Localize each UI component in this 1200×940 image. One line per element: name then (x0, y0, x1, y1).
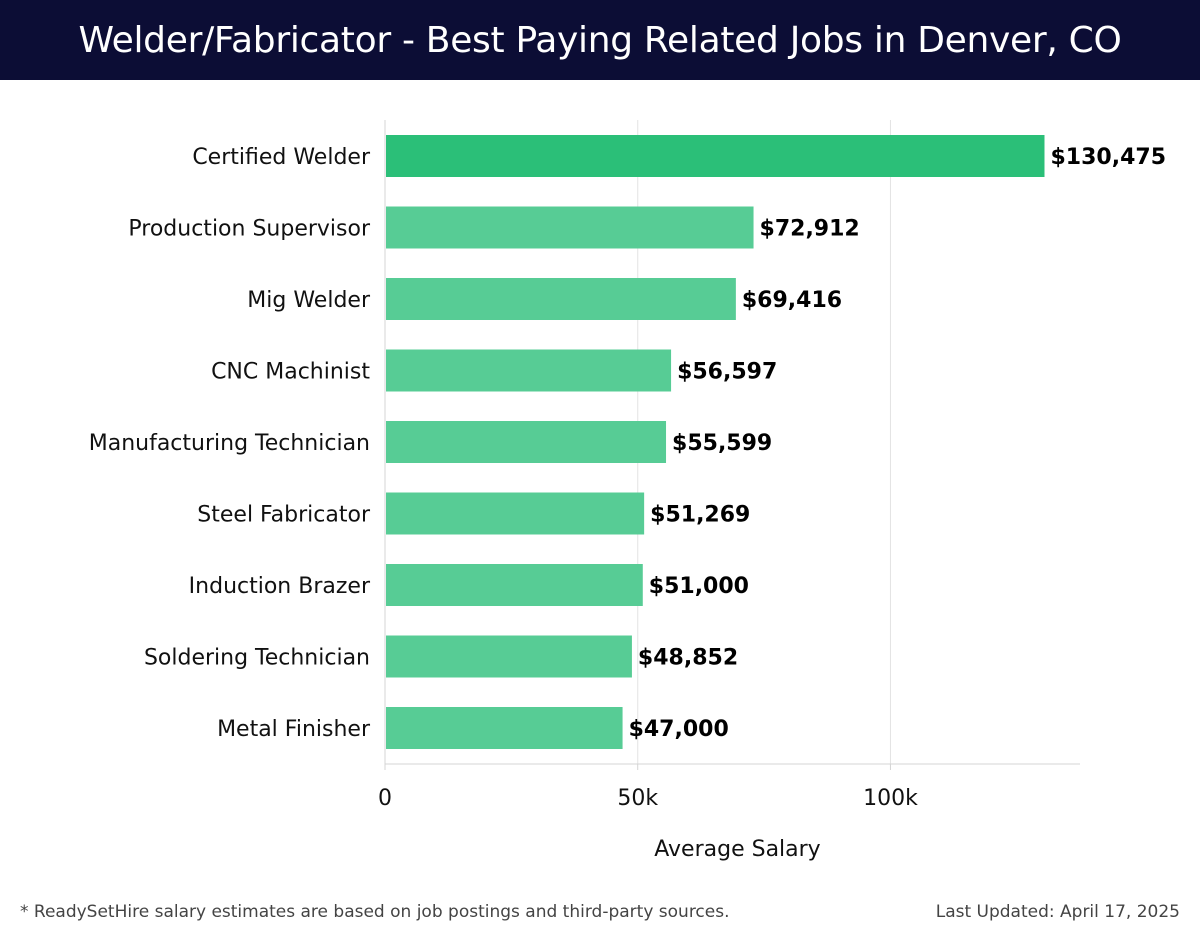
category-label: CNC Machinist (211, 360, 370, 385)
x-tick-label: 100k (863, 786, 918, 811)
data-label: $47,000 (629, 717, 729, 742)
category-label: Mig Welder (247, 288, 371, 313)
category-label: Induction Brazer (189, 574, 371, 599)
last-updated: Last Updated: April 17, 2025 (935, 902, 1180, 922)
category-label: Certified Welder (192, 145, 371, 170)
x-tick-label: 50k (617, 786, 658, 811)
bar (386, 135, 1045, 177)
data-label: $55,599 (672, 431, 772, 456)
footer-note: * ReadySetHire salary estimates are base… (20, 902, 730, 922)
category-label: Metal Finisher (217, 717, 371, 742)
bar (386, 278, 736, 320)
data-label: $51,269 (650, 503, 750, 528)
bar (386, 564, 643, 606)
page-title: Welder/Fabricator - Best Paying Related … (78, 19, 1122, 61)
category-label: Steel Fabricator (197, 503, 371, 528)
bar (386, 492, 645, 535)
data-label: $48,852 (638, 646, 738, 671)
data-label: $56,597 (677, 360, 777, 385)
data-label: $72,912 (760, 217, 860, 242)
data-label: $51,000 (649, 574, 749, 599)
category-label: Manufacturing Technician (89, 431, 370, 456)
category-label: Soldering Technician (144, 646, 370, 671)
bar (386, 349, 672, 392)
x-tick-label: 0 (378, 786, 392, 811)
data-label: $69,416 (742, 288, 842, 313)
bar-chart: 0 50k 100k Average Salary Certified Welder $1… (89, 120, 1166, 862)
bar (386, 635, 632, 678)
header-bar: Welder/Fabricator - Best Paying Related … (0, 0, 1200, 80)
category-label: Production Supervisor (128, 217, 371, 242)
bar (386, 707, 623, 749)
bar (386, 421, 667, 463)
bar (386, 206, 754, 249)
x-axis-title: Average Salary (654, 837, 820, 862)
data-label: $130,475 (1050, 145, 1166, 170)
